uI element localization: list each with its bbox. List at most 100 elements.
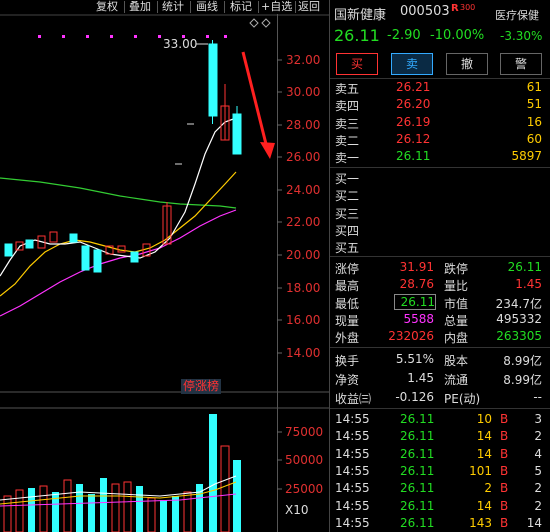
- toolbar-divider: [190, 1, 191, 13]
- price-axis-label: 32.00: [286, 53, 321, 67]
- bid-level-label: 买一: [335, 172, 360, 186]
- stat-label: 内盘: [444, 331, 469, 345]
- volume-axis-label: 25000: [285, 482, 324, 496]
- ma10-line: [0, 171, 237, 297]
- price-axis-label: 20.00: [286, 248, 321, 262]
- buy-button[interactable]: 买: [336, 53, 378, 75]
- stat-label: 涨停: [335, 262, 360, 276]
- ask-level-label: 卖三: [335, 117, 360, 131]
- diamond-icon[interactable]: [261, 18, 271, 28]
- trend-arrow: [241, 51, 275, 159]
- stat-label: 收益㈢: [335, 392, 372, 406]
- ask-volume: 60: [526, 132, 542, 146]
- trade-count: 14: [526, 516, 542, 530]
- kline-chart[interactable]: [0, 14, 329, 532]
- low-value: 26.11: [394, 294, 436, 310]
- signal-dots: [38, 35, 227, 38]
- ask-volume: 51: [526, 97, 542, 111]
- ask-price[interactable]: 26.11: [396, 149, 431, 163]
- limit-up-tag[interactable]: 停涨榜: [181, 379, 222, 394]
- turnover-value: 5.51%: [395, 352, 434, 366]
- current-volume-value: 5588: [403, 312, 434, 326]
- volume-multiplier-label: X10: [285, 503, 309, 517]
- trade-time: 14:55: [335, 429, 370, 443]
- trade-count: 3: [534, 412, 542, 426]
- price-axis-label: 22.00: [286, 215, 321, 229]
- sell-button[interactable]: 卖: [391, 53, 433, 75]
- ask-volume: 16: [526, 115, 542, 129]
- stat-label: 股本: [444, 354, 469, 368]
- margin-badge: R: [451, 3, 459, 14]
- sector-name[interactable]: 医疗保健: [495, 9, 539, 22]
- stat-label: 净资: [335, 373, 360, 387]
- overlay-button[interactable]: 叠加: [129, 0, 151, 13]
- stat-label: 最低: [335, 297, 360, 311]
- stat-label: PE(动): [444, 392, 481, 406]
- trade-price: 26.11: [400, 481, 435, 495]
- candlesticks: [4, 40, 242, 273]
- ask-level-label: 卖四: [335, 99, 360, 113]
- high-price-label: 33.00: [163, 37, 198, 51]
- volume-bars: [0, 414, 241, 532]
- cancel-order-button[interactable]: 撤: [446, 53, 488, 75]
- trade-time: 14:55: [335, 499, 370, 513]
- trade-count: 5: [534, 464, 542, 478]
- price-axis-label: 18.00: [286, 281, 321, 295]
- volume-axis-label: 75000: [285, 425, 324, 439]
- trade-side: B: [500, 429, 509, 443]
- price-axis-label: 24.00: [286, 183, 321, 197]
- trade-time: 14:55: [335, 412, 370, 426]
- sector-change: -3.30%: [500, 29, 543, 43]
- ask-price[interactable]: 26.20: [396, 97, 431, 111]
- stat-label: 换手: [335, 354, 360, 368]
- share-capital-value: 8.99亿: [503, 354, 542, 368]
- toolbar-divider: [258, 1, 259, 13]
- trade-price: 26.11: [400, 499, 435, 513]
- ask-price[interactable]: 26.19: [396, 115, 431, 129]
- restore-rights-button[interactable]: 复权: [96, 0, 118, 13]
- toolbar-divider: [224, 1, 225, 13]
- stat-label: 流通: [444, 373, 469, 387]
- float-shares-value: 8.99亿: [503, 373, 542, 387]
- ma20-line: [0, 209, 237, 317]
- stat-label: 外盘: [335, 331, 360, 345]
- back-button[interactable]: 返回: [298, 0, 320, 13]
- diamond-icon[interactable]: [249, 18, 259, 28]
- trade-volume: 2: [484, 481, 492, 495]
- percent-change: -10.00%: [430, 28, 485, 43]
- statistics-button[interactable]: 统计: [162, 0, 184, 13]
- trade-side: B: [500, 412, 509, 426]
- stock-code: 000503: [400, 4, 450, 19]
- trade-volume: 143: [469, 516, 492, 530]
- draw-line-button[interactable]: 画线: [196, 0, 218, 13]
- price-axis-label: 30.00: [286, 85, 321, 99]
- index-badge: 300: [460, 3, 476, 12]
- inner-volume-value: 263305: [496, 329, 542, 343]
- trade-price: 26.11: [400, 412, 435, 426]
- ask-price[interactable]: 26.12: [396, 132, 431, 146]
- mark-button[interactable]: 标记: [230, 0, 252, 13]
- trade-time: 14:55: [335, 481, 370, 495]
- trade-price: 26.11: [400, 464, 435, 478]
- stock-name: 国新健康: [334, 8, 387, 23]
- bid-level-label: 买三: [335, 207, 360, 221]
- trade-count: 2: [534, 429, 542, 443]
- ask-level-label: 卖五: [335, 82, 360, 96]
- ask-price[interactable]: 26.21: [396, 80, 431, 94]
- bid-level-label: 买二: [335, 189, 360, 203]
- high-value: 28.76: [399, 277, 434, 291]
- limit-down-value: 26.11: [507, 260, 542, 274]
- ask-level-label: 卖二: [335, 134, 360, 148]
- trade-time: 14:55: [335, 516, 370, 530]
- price-change: -2.90: [387, 28, 421, 43]
- trade-side: B: [500, 464, 509, 478]
- trade-price: 26.11: [400, 429, 435, 443]
- toolbar-divider: [124, 1, 125, 13]
- alert-button[interactable]: 警: [500, 53, 542, 75]
- stat-label: 总量: [444, 314, 469, 328]
- stat-label: 跌停: [444, 262, 469, 276]
- add-watchlist-button[interactable]: +自选: [261, 0, 293, 13]
- eps-value: -0.126: [395, 390, 434, 404]
- volume-axis-label: 50000: [285, 453, 324, 467]
- trade-count: 2: [534, 481, 542, 495]
